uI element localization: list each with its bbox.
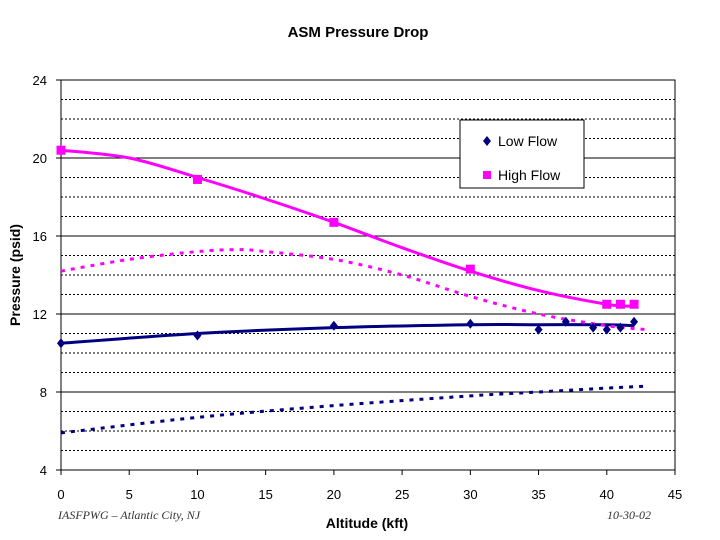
- x-tick-label: 25: [395, 487, 409, 502]
- y-tick-label: 8: [40, 385, 47, 400]
- low-flow-solid-trend: [60, 322, 635, 345]
- low-flow-point: [329, 320, 338, 331]
- footer-right: 10-30-02: [607, 508, 651, 522]
- tick-labels: 0 5 10 15 20 25 30 35 40 45 4 8 12 16 20 24: [33, 73, 683, 502]
- low-flow-point: [630, 316, 639, 327]
- high-flow-legend-label: High Flow: [498, 167, 561, 183]
- data-points: [56, 145, 639, 349]
- low-flow-point: [589, 322, 598, 333]
- low-flow-point: [561, 316, 570, 327]
- footer-left: IASFPWG – Atlantic City, NJ: [58, 508, 201, 522]
- low-flow-point: [193, 330, 202, 341]
- low-flow-point: [534, 324, 543, 335]
- high-flow-solid-trend: [60, 148, 635, 308]
- y-tick-label: 12: [33, 307, 47, 322]
- y-tick-label: 20: [33, 151, 47, 166]
- x-tick-label: 30: [463, 487, 477, 502]
- x-tick-label: 0: [57, 487, 64, 502]
- x-tick-label: 20: [327, 487, 341, 502]
- low-flow-point: [616, 322, 625, 333]
- y-tick-label: 4: [40, 463, 47, 478]
- trend-lines: [60, 148, 648, 435]
- x-tick-label: 5: [126, 487, 133, 502]
- x-tick-label: 15: [258, 487, 272, 502]
- x-tick-label: 45: [668, 487, 682, 502]
- high-flow-point: [602, 299, 612, 309]
- low-flow-point: [602, 324, 611, 335]
- x-axis-title: Altitude (kft): [326, 515, 408, 531]
- legend: Low Flow High Flow: [459, 119, 585, 189]
- high-flow-point: [56, 145, 66, 155]
- high-flow-point: [192, 174, 202, 184]
- y-tick-label: 16: [33, 229, 47, 244]
- high-flow-dotted-trend: [60, 248, 648, 332]
- chart-title: ASM Pressure Drop: [288, 24, 429, 41]
- high-flow-legend-marker: [483, 171, 491, 179]
- plot-area-border: [60, 79, 676, 471]
- x-tick-label: 10: [190, 487, 204, 502]
- y-tick-label: 24: [33, 73, 47, 88]
- high-flow-point: [615, 299, 625, 309]
- legend-box: [459, 119, 585, 189]
- high-flow-point: [629, 299, 639, 309]
- low-flow-point: [466, 318, 475, 329]
- low-flow-point: [57, 338, 65, 349]
- x-tick-label: 40: [600, 487, 614, 502]
- low-flow-dotted-trend: [60, 384, 648, 435]
- low-flow-legend-marker: [483, 136, 491, 146]
- y-axis-title: Pressure (psid): [7, 224, 23, 326]
- x-tick-label: 35: [531, 487, 545, 502]
- high-flow-point: [465, 264, 475, 274]
- low-flow-legend-label: Low Flow: [498, 133, 558, 149]
- high-flow-point: [329, 217, 339, 227]
